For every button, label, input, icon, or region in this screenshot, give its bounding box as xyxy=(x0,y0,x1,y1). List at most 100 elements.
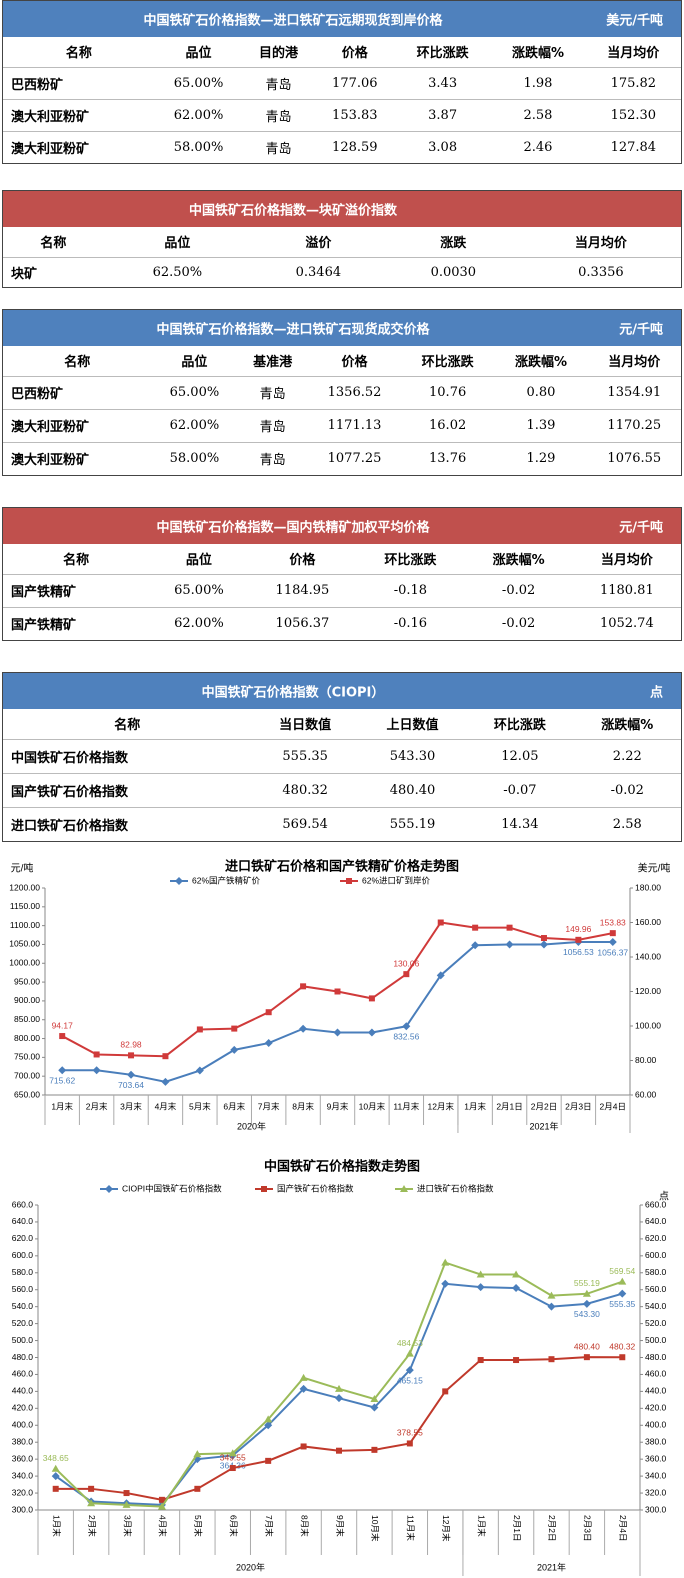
data-point xyxy=(231,1025,238,1032)
y2-tick-label: 380.0 xyxy=(645,1436,667,1446)
x-tick-label: 8月末 xyxy=(292,1101,314,1111)
data-point xyxy=(52,1485,59,1492)
x-tick-label: 12月末 xyxy=(428,1101,455,1111)
data-point xyxy=(547,1302,556,1311)
cell: 0.3464 xyxy=(295,264,342,280)
header-row: 名称 当日数值 上日数值 环比涨跌 涨跌幅% xyxy=(3,709,681,740)
data-point xyxy=(619,1354,626,1361)
legend-label: 进口铁矿石价格指数 xyxy=(417,1183,494,1193)
data-point xyxy=(264,1039,273,1048)
y-tick-label: 500.0 xyxy=(12,1335,34,1345)
table-body: 名称 品位 目的港 价格 环比涨跌 涨跌幅% 当月均价 巴西粉矿 65.00% 青岛 177.06 3… xyxy=(3,37,681,163)
y-tick-label: 360.0 xyxy=(12,1453,34,1463)
series-line xyxy=(55,1356,623,1501)
x-tick-label: 4月末 xyxy=(155,1101,177,1111)
data-point xyxy=(512,1270,521,1278)
y2-tick-label: 160.00 xyxy=(635,917,661,927)
x-tick-label: 2月2日 xyxy=(531,1101,557,1111)
data-point xyxy=(228,1449,237,1457)
row-name: 澳大利亚粉矿 xyxy=(3,409,152,443)
x-tick-label: 7月末 xyxy=(258,1101,280,1111)
y2-tick-label: 360.0 xyxy=(645,1453,667,1463)
cell: 1.29 xyxy=(526,451,556,467)
table-row: 巴西粉矿 65.00% 青岛 177.06 3.43 1.98 175.82 xyxy=(3,67,681,100)
x-tick-label: 1月末 xyxy=(51,1101,73,1111)
data-point xyxy=(403,971,410,978)
table-header: 中国铁矿石价格指数—块矿溢价指数 xyxy=(3,191,681,227)
table-header: 中国铁矿石价格指数（CIOPI） 点 xyxy=(3,673,681,709)
y-tick-label: 300.0 xyxy=(12,1504,34,1514)
table-row: 澳大利亚粉矿 62.00% 青岛 1171.13 16.02 1.39 1170.25 xyxy=(3,409,681,443)
cell: 青岛 xyxy=(242,67,315,100)
cell: -0.02 xyxy=(464,574,573,608)
data-point xyxy=(333,1028,342,1037)
cell: 153.83 xyxy=(314,99,395,132)
price-table: 中国铁矿石价格指数—块矿溢价指数 名称 品位 溢价 涨跌 当月均价 块矿 62.50% 0.34… xyxy=(2,190,682,288)
cell: 3.43 xyxy=(394,67,491,100)
column-header: 品位 xyxy=(151,346,238,377)
cell: 13.76 xyxy=(429,451,467,467)
x-tick-label: 2月末 xyxy=(87,1515,97,1537)
y2-tick-label: 400.0 xyxy=(645,1420,667,1430)
y2-tick-label: 620.0 xyxy=(645,1233,667,1243)
cell: 555.19 xyxy=(389,816,436,832)
cell: 175.82 xyxy=(585,67,681,100)
y2-tick-label: 660.0 xyxy=(645,1199,667,1209)
cell: 青岛 xyxy=(237,409,309,443)
cell: 62.00% xyxy=(174,616,224,632)
data-point xyxy=(442,1388,449,1395)
x-tick-label: 11月末 xyxy=(393,1101,419,1111)
column-header: 品位 xyxy=(103,227,251,258)
table-body: 名称 当日数值 上日数值 环比涨跌 涨跌幅% 中国铁矿石价格指数 555.35 543.30 1… xyxy=(3,709,681,841)
table-row: 巴西粉矿 65.00% 青岛 1356.52 10.76 0.80 1354.91 xyxy=(3,376,681,410)
data-point xyxy=(370,1403,379,1412)
cell: 青岛 xyxy=(237,376,309,410)
data-point xyxy=(264,1421,273,1430)
data-point xyxy=(92,1066,101,1075)
column-header: 名称 xyxy=(3,346,152,377)
data-point xyxy=(370,1395,379,1403)
table-body: 名称 品位 基准港 价格 环比涨跌 涨跌幅% 当月均价 巴西粉矿 65.00% 青岛 1356.52… xyxy=(3,346,681,475)
cell: 青岛 xyxy=(259,453,286,469)
header-row: 名称 品位 基准港 价格 环比涨跌 涨跌幅% 当月均价 xyxy=(3,346,681,377)
cell: -0.07 xyxy=(466,773,574,808)
cell: 2.46 xyxy=(523,139,553,155)
data-point xyxy=(300,1443,307,1450)
cell: 0.3356 xyxy=(578,264,624,280)
x-tick-label: 10月末 xyxy=(370,1515,380,1542)
cell: 480.40 xyxy=(358,773,467,808)
data-point xyxy=(476,1283,485,1292)
data-label: 153.83 xyxy=(600,917,626,927)
cell: 0.0030 xyxy=(430,264,477,280)
data-point xyxy=(157,1502,166,1510)
cell: 1171.13 xyxy=(308,409,401,443)
column-header: 当日数值 xyxy=(251,709,359,740)
column-header: 涨跌幅% xyxy=(490,37,586,68)
cell: 16.02 xyxy=(400,409,495,443)
data-label: 703.64 xyxy=(118,1080,144,1090)
data-point xyxy=(476,1270,485,1278)
cell: 152.30 xyxy=(585,99,681,132)
cell: 0.80 xyxy=(494,376,588,410)
row-name: 进口铁矿石价格指数 xyxy=(11,818,129,834)
cell: -0.02 xyxy=(501,616,536,632)
data-point xyxy=(582,1299,591,1308)
legend-label: 国产铁矿石价格指数 xyxy=(277,1183,354,1193)
y-tick-label: 620.0 xyxy=(12,1233,34,1243)
data-label: 555.19 xyxy=(574,1278,600,1288)
table-row: 块矿 62.50% 0.3464 0.0030 0.3356 xyxy=(3,257,681,287)
table-body: 名称 品位 价格 环比涨跌 涨跌幅% 当月均价 国产铁精矿 65.00% 1184.95 -0.1… xyxy=(3,544,681,640)
data-point xyxy=(51,1464,60,1472)
y-tick-label: 600.0 xyxy=(12,1250,34,1260)
data-label: 1056.37 xyxy=(597,947,628,957)
table-title: 中国铁矿石价格指数—块矿溢价指数 xyxy=(188,203,397,219)
data-point xyxy=(405,1349,414,1357)
cell: 2.58 xyxy=(612,816,642,832)
cell: 1076.55 xyxy=(607,451,662,467)
cell: 10.76 xyxy=(400,376,495,410)
cell: 65.00% xyxy=(154,67,243,100)
data-label: 484.53 xyxy=(397,1338,423,1348)
y2-tick-label: 640.0 xyxy=(645,1216,667,1226)
data-point xyxy=(299,1384,308,1393)
data-point xyxy=(88,1485,95,1492)
